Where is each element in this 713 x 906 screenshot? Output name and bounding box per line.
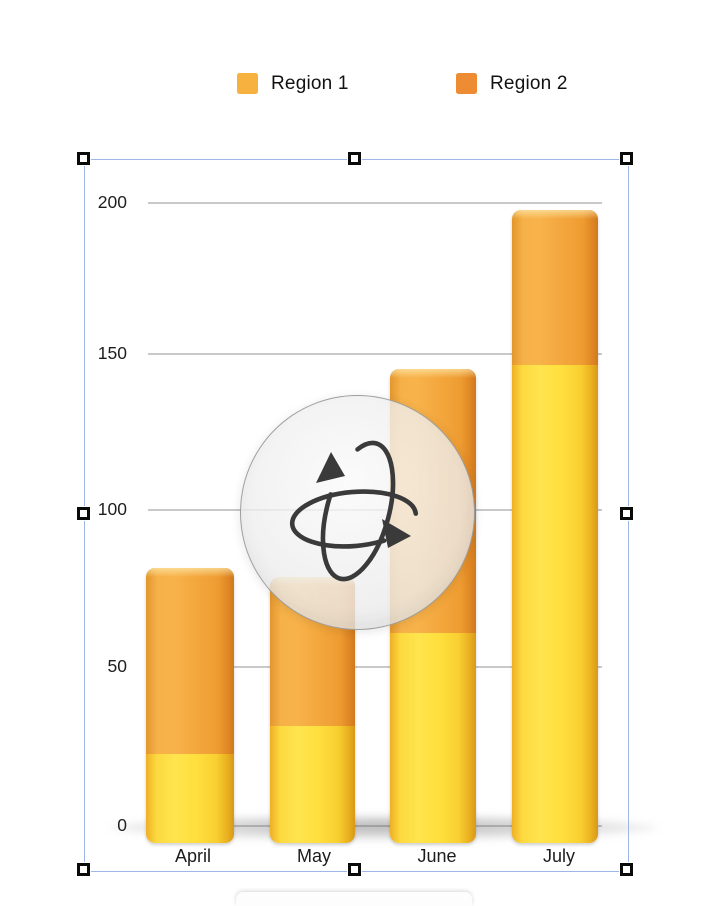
y-axis-tick-label: 100 (97, 499, 127, 519)
gridline (148, 353, 602, 355)
gridline (148, 666, 602, 668)
selection-handle-1[interactable] (348, 152, 361, 165)
x-axis-label-june: June (417, 846, 457, 866)
bar-column-april[interactable] (146, 567, 234, 843)
x-axis-label-may: May (296, 846, 331, 866)
bar-column-july[interactable] (512, 209, 598, 843)
selection-handle-6[interactable] (348, 863, 361, 876)
y-axis-tick-label: 200 (97, 192, 127, 212)
x-axis-label-april: April (174, 846, 211, 866)
legend-swatch-region-2 (456, 73, 477, 94)
selection-handle-2[interactable] (620, 152, 633, 165)
selection-handle-7[interactable] (620, 863, 633, 876)
rotate-3d-widget[interactable] (240, 395, 475, 630)
gridline (148, 825, 602, 827)
bar-segment-region-2[interactable] (512, 209, 598, 366)
rotate-3d-icon (289, 440, 419, 582)
y-axis-tick-label: 0 (72, 815, 127, 836)
legend-label: Region 1 (271, 72, 349, 94)
bar-segment-region-1[interactable] (512, 365, 598, 843)
y-axis-tick-label: 150 (97, 343, 127, 363)
legend-item-region-1[interactable]: Region 1 (237, 72, 349, 95)
legend-label: Region 2 (490, 72, 568, 94)
y-axis-tick-label: 50 (107, 656, 127, 676)
selection-handle-3[interactable] (77, 507, 90, 520)
bar-segment-region-1[interactable] (146, 754, 234, 843)
legend-item-region-2[interactable]: Region 2 (456, 72, 568, 95)
hidden-panel-edge (236, 892, 472, 906)
bar-segment-region-1[interactable] (270, 726, 355, 843)
x-axis-label-july: July (542, 846, 575, 866)
selection-handle-4[interactable] (620, 507, 633, 520)
bar-segment-region-1[interactable] (390, 633, 476, 843)
bar-segment-region-2[interactable] (146, 567, 234, 755)
selection-handle-5[interactable] (77, 863, 90, 876)
gridline (148, 202, 602, 204)
legend-swatch-region-1 (237, 73, 258, 94)
selection-handle-0[interactable] (77, 152, 90, 165)
